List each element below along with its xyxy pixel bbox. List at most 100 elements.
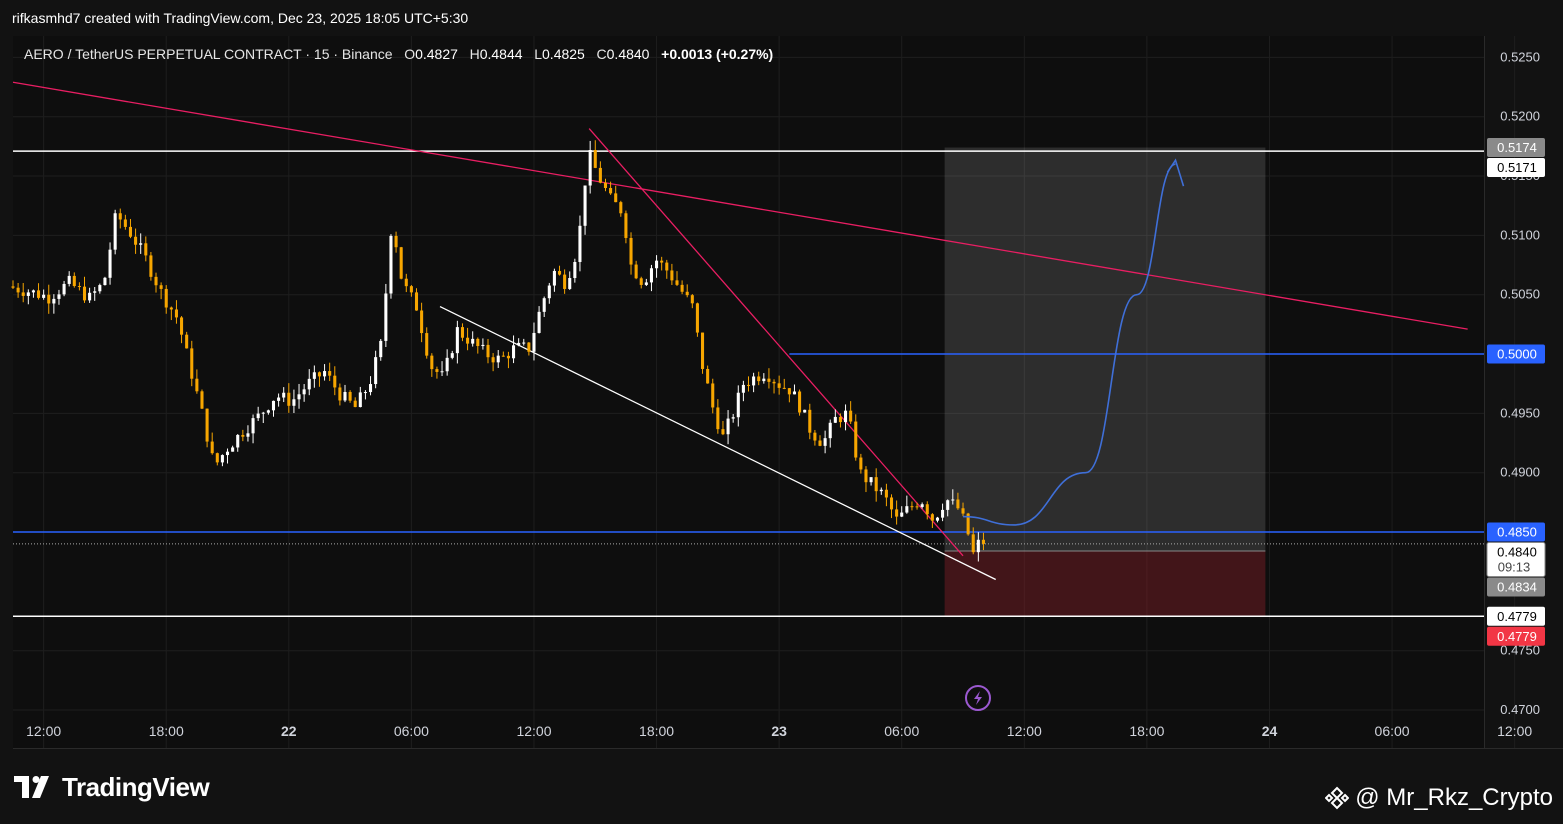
trendlines[interactable] [12, 81, 1468, 581]
time-tick-label: 18:00 [639, 723, 674, 739]
candle-body [787, 388, 791, 395]
candle-body [312, 372, 316, 379]
candle-body [966, 513, 970, 535]
candle-body [675, 280, 679, 285]
candle-body [420, 310, 424, 334]
candle-body [409, 286, 413, 293]
candle-body [568, 278, 572, 289]
symbol-label[interactable]: AERO / TetherUS PERPETUAL CONTRACT · 15 … [24, 46, 393, 62]
candle-body [649, 268, 653, 283]
candle-body [522, 342, 526, 344]
candle-body [884, 489, 888, 498]
candle-body [379, 340, 383, 358]
candle-body [660, 260, 664, 263]
candle-body [547, 285, 551, 299]
time-tick-label: 12:00 [26, 723, 61, 739]
candle-body [338, 387, 342, 401]
candle-body [808, 409, 812, 433]
stop-zone[interactable] [944, 551, 1266, 617]
candle-body [578, 225, 582, 262]
horizontal-levels[interactable] [13, 150, 1484, 618]
candle-body [404, 278, 408, 287]
candle-body [241, 434, 245, 437]
candle-body [803, 409, 807, 413]
candle-body [389, 235, 393, 294]
candle-body [180, 317, 184, 335]
position-tool[interactable] [944, 147, 1266, 617]
tradingview-logo: TradingView [14, 772, 210, 802]
candle-body [205, 408, 209, 442]
chart-background [13, 36, 1484, 748]
candle-body [82, 286, 87, 301]
candle-body [976, 539, 980, 553]
candle-body [644, 282, 648, 285]
alert-lightning-icon[interactable] [965, 685, 991, 711]
candle-body [88, 292, 92, 301]
candle-body [246, 433, 250, 437]
candle-body [414, 292, 419, 311]
top-bar: rifkasmhd7 created with TradingView.com,… [0, 0, 1563, 36]
candle-body [849, 410, 853, 422]
candle-body [399, 247, 403, 279]
projection-arrowhead[interactable] [1166, 158, 1185, 187]
candle-body [220, 455, 224, 463]
candle-body [512, 345, 516, 359]
candle-body [670, 270, 674, 281]
candle-body [864, 469, 868, 483]
open-label: O [404, 46, 416, 62]
candle-body [542, 298, 546, 312]
price-tag-red [1487, 626, 1545, 646]
candle-body [440, 371, 444, 373]
candle-body [67, 275, 71, 284]
candle-body [190, 348, 194, 379]
price-tick-label: 0.5100 [1500, 227, 1540, 242]
time-tick-label: 12:00 [516, 723, 551, 739]
tradingview-logo-icon [14, 776, 49, 798]
time-tick-label: 12:00 [1007, 723, 1042, 739]
candle-body [363, 392, 367, 394]
candle-body [16, 287, 20, 293]
candle-body [476, 338, 480, 347]
candle-body [139, 243, 143, 245]
candle-body [62, 283, 66, 295]
candle-body [481, 344, 485, 347]
candle-body [195, 378, 199, 392]
candle-body [215, 453, 219, 463]
price-tag-label: 0.4840 [1497, 545, 1537, 560]
candle-body [343, 391, 347, 401]
price-axis[interactable]: 0.52500.52000.51500.51000.50500.49500.49… [1500, 49, 1540, 717]
candle-body [256, 413, 260, 419]
candle-body [134, 236, 138, 245]
watermark: @ Mr_Rkz_Crypto [1325, 784, 1553, 812]
price-tick-label: 0.5050 [1500, 287, 1540, 302]
time-tick-label: 12:00 [1497, 723, 1532, 739]
candle-body [287, 392, 291, 406]
candle-body [557, 270, 562, 275]
candle-body [353, 400, 357, 408]
candle-body [772, 381, 776, 384]
candle-body [164, 288, 168, 308]
candle-body [767, 378, 771, 382]
price-tag-grey [1487, 138, 1545, 158]
candle-body [26, 292, 30, 296]
candle-body [598, 167, 602, 183]
candle-body [384, 293, 388, 341]
candle-body [77, 286, 81, 288]
trendline[interactable] [588, 128, 964, 557]
candle-body [828, 422, 832, 439]
time-axis[interactable]: 12:00 18:00 22 06:00 12:00 18:00 23 06:00 12:00 1… [26, 723, 1563, 739]
trendline[interactable] [12, 81, 1468, 330]
candle-body [614, 193, 618, 203]
candle-body [21, 292, 25, 296]
price-tick-label: 0.4900 [1500, 465, 1540, 480]
target-zone[interactable] [944, 147, 1266, 552]
price-chart[interactable]: 0.52500.52000.51500.51000.50500.49500.49… [0, 0, 1563, 752]
candle-body [782, 387, 786, 389]
projection-curve[interactable] [963, 158, 1185, 526]
candle-body [629, 237, 633, 265]
trendline[interactable] [439, 305, 996, 581]
projection-path[interactable] [963, 163, 1176, 526]
candle-body [317, 372, 321, 377]
candle-body [159, 285, 163, 289]
